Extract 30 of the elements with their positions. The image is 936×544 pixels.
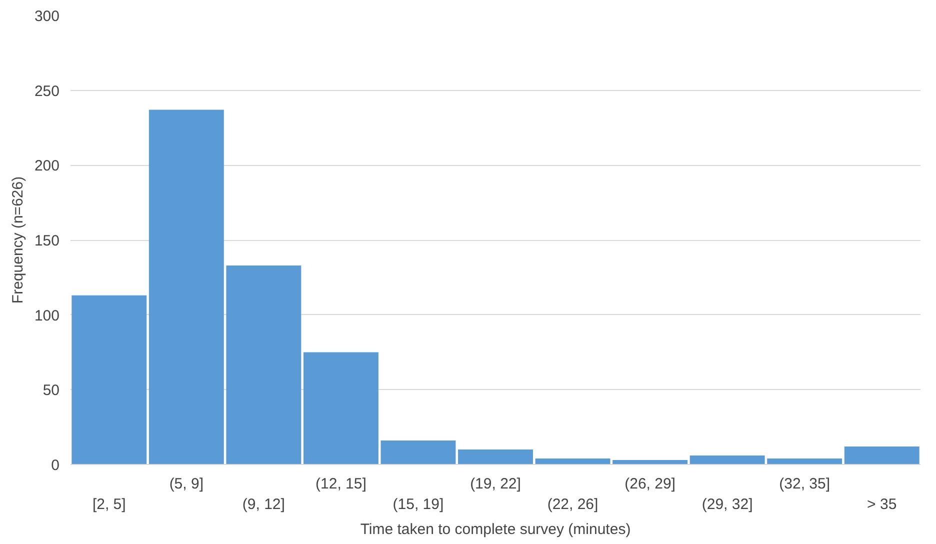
y-tick-label: 200: [34, 158, 60, 175]
y-tick-label: 50: [42, 382, 60, 400]
bar: [226, 265, 302, 464]
bar: [690, 456, 765, 464]
bar: [844, 446, 920, 464]
y-tick-label: 300: [34, 8, 60, 25]
x-tick-label: > 35: [867, 496, 897, 513]
bar: [148, 110, 224, 464]
x-tick-label: (9, 12]: [242, 496, 285, 513]
y-axis-title: Frequency (n=626): [9, 176, 26, 304]
x-tick-label: (32, 35]: [779, 476, 830, 492]
x-tick-label: (12, 15]: [316, 476, 366, 492]
x-tick-label: [2, 5]: [92, 496, 126, 513]
x-tick-label: (29, 32]: [702, 496, 753, 513]
x-axis-title: Time taken to complete survey (minutes): [360, 520, 631, 538]
bar: [303, 352, 378, 464]
bar: [72, 295, 147, 464]
y-tick-label: 250: [34, 82, 60, 100]
x-tick-label: (26, 29]: [624, 476, 676, 492]
y-tick-label: 0: [51, 457, 60, 474]
y-tick-label: 150: [34, 232, 60, 250]
x-tick-label: (22, 26]: [547, 496, 598, 513]
x-tick-label: (19, 22]: [470, 476, 521, 492]
bar: [535, 458, 610, 464]
y-tick-label: 100: [34, 307, 60, 324]
bar: [380, 440, 456, 464]
bar: [458, 450, 533, 464]
x-tick-label: (5, 9]: [169, 476, 204, 492]
bar: [767, 458, 842, 464]
x-tick-label: (15, 19]: [392, 496, 444, 513]
